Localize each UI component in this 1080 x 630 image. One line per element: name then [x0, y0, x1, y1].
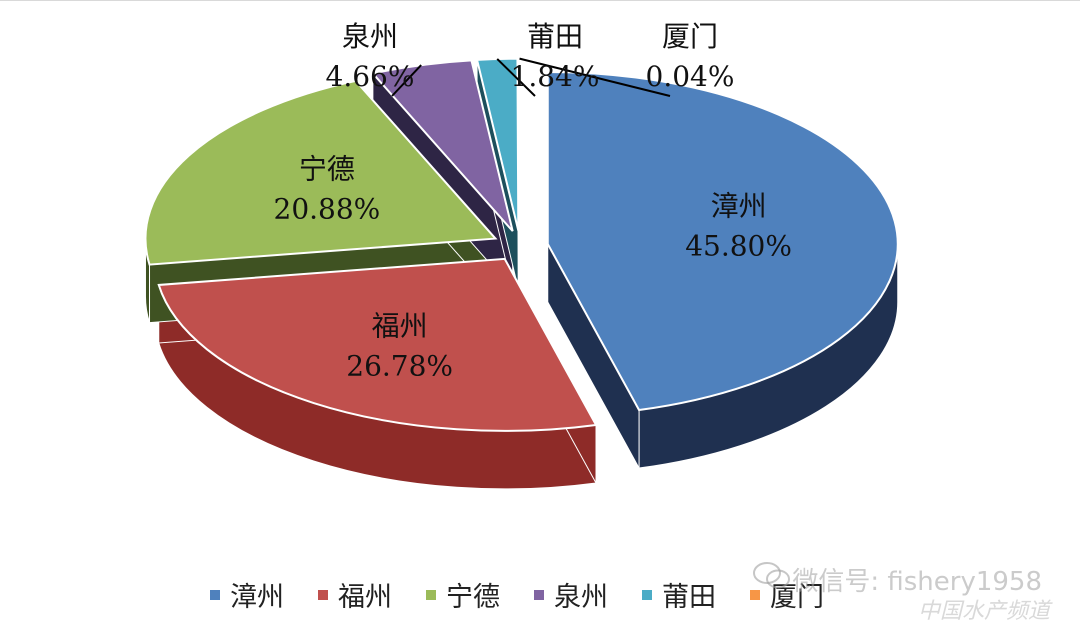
- legend-label: 福州: [338, 582, 392, 613]
- legend-label: 莆田: [662, 582, 716, 613]
- slice-label-name-福州: 福州: [372, 309, 428, 342]
- legend-item-漳州: 漳州: [210, 575, 284, 614]
- legend-label: 漳州: [230, 582, 284, 613]
- slice-label-name-厦门: 厦门: [662, 20, 718, 53]
- slice-label-name-泉州: 泉州: [342, 20, 398, 53]
- legend-swatch: [534, 589, 544, 600]
- legend-item-福州: 福州: [318, 575, 392, 614]
- slice-福州: [157, 257, 598, 432]
- leader-line-厦门: [519, 57, 671, 97]
- leader-line-莆田: [496, 58, 536, 97]
- legend-item-宁德: 宁德: [426, 575, 500, 614]
- slice-label-value-福州: 26.78%: [346, 349, 453, 382]
- slice-label-value-漳州: 45.80%: [685, 229, 792, 262]
- leader-lines: [391, 57, 671, 97]
- watermark-subtext: 中国水产频道: [917, 599, 1050, 624]
- legend-item-莆田: 莆田: [642, 575, 716, 614]
- slice-宁德: [144, 79, 498, 266]
- legend-swatch: [210, 589, 220, 600]
- legend-label: 宁德: [446, 582, 500, 613]
- slice-labels: 漳州 45.80% 福州 26.78% 宁德 20.88% 泉州 4.66% 莆田 1.84% 厦门…: [274, 20, 792, 382]
- legend-swatch: [426, 589, 436, 600]
- slice-label-name-宁德: 宁德: [299, 153, 355, 186]
- legend-label: 泉州: [554, 582, 608, 613]
- legend: 漳州 福州 宁德 泉州 莆田 厦门: [210, 575, 824, 614]
- legend-swatch: [318, 589, 328, 600]
- slice-label-value-莆田: 1.84%: [511, 60, 600, 93]
- slice-label-value-厦门: 0.04%: [646, 60, 735, 93]
- legend-swatch: [642, 589, 652, 600]
- wechat-icon: [752, 561, 792, 595]
- legend-swatch: [750, 589, 760, 600]
- slice-label-value-泉州: 4.66%: [326, 60, 415, 93]
- slice-莆田: [475, 57, 520, 231]
- slice-label-name-莆田: 莆田: [527, 20, 583, 53]
- watermark-text: 微信号: fishery1958: [792, 567, 1042, 597]
- slice-label-name-漳州: 漳州: [711, 189, 767, 222]
- slice-漳州: [546, 70, 899, 412]
- slice-tops: [144, 57, 899, 432]
- leader-line-泉州: [391, 64, 422, 97]
- slice-label-value-宁德: 20.88%: [274, 193, 381, 226]
- legend-item-泉州: 泉州: [534, 575, 608, 614]
